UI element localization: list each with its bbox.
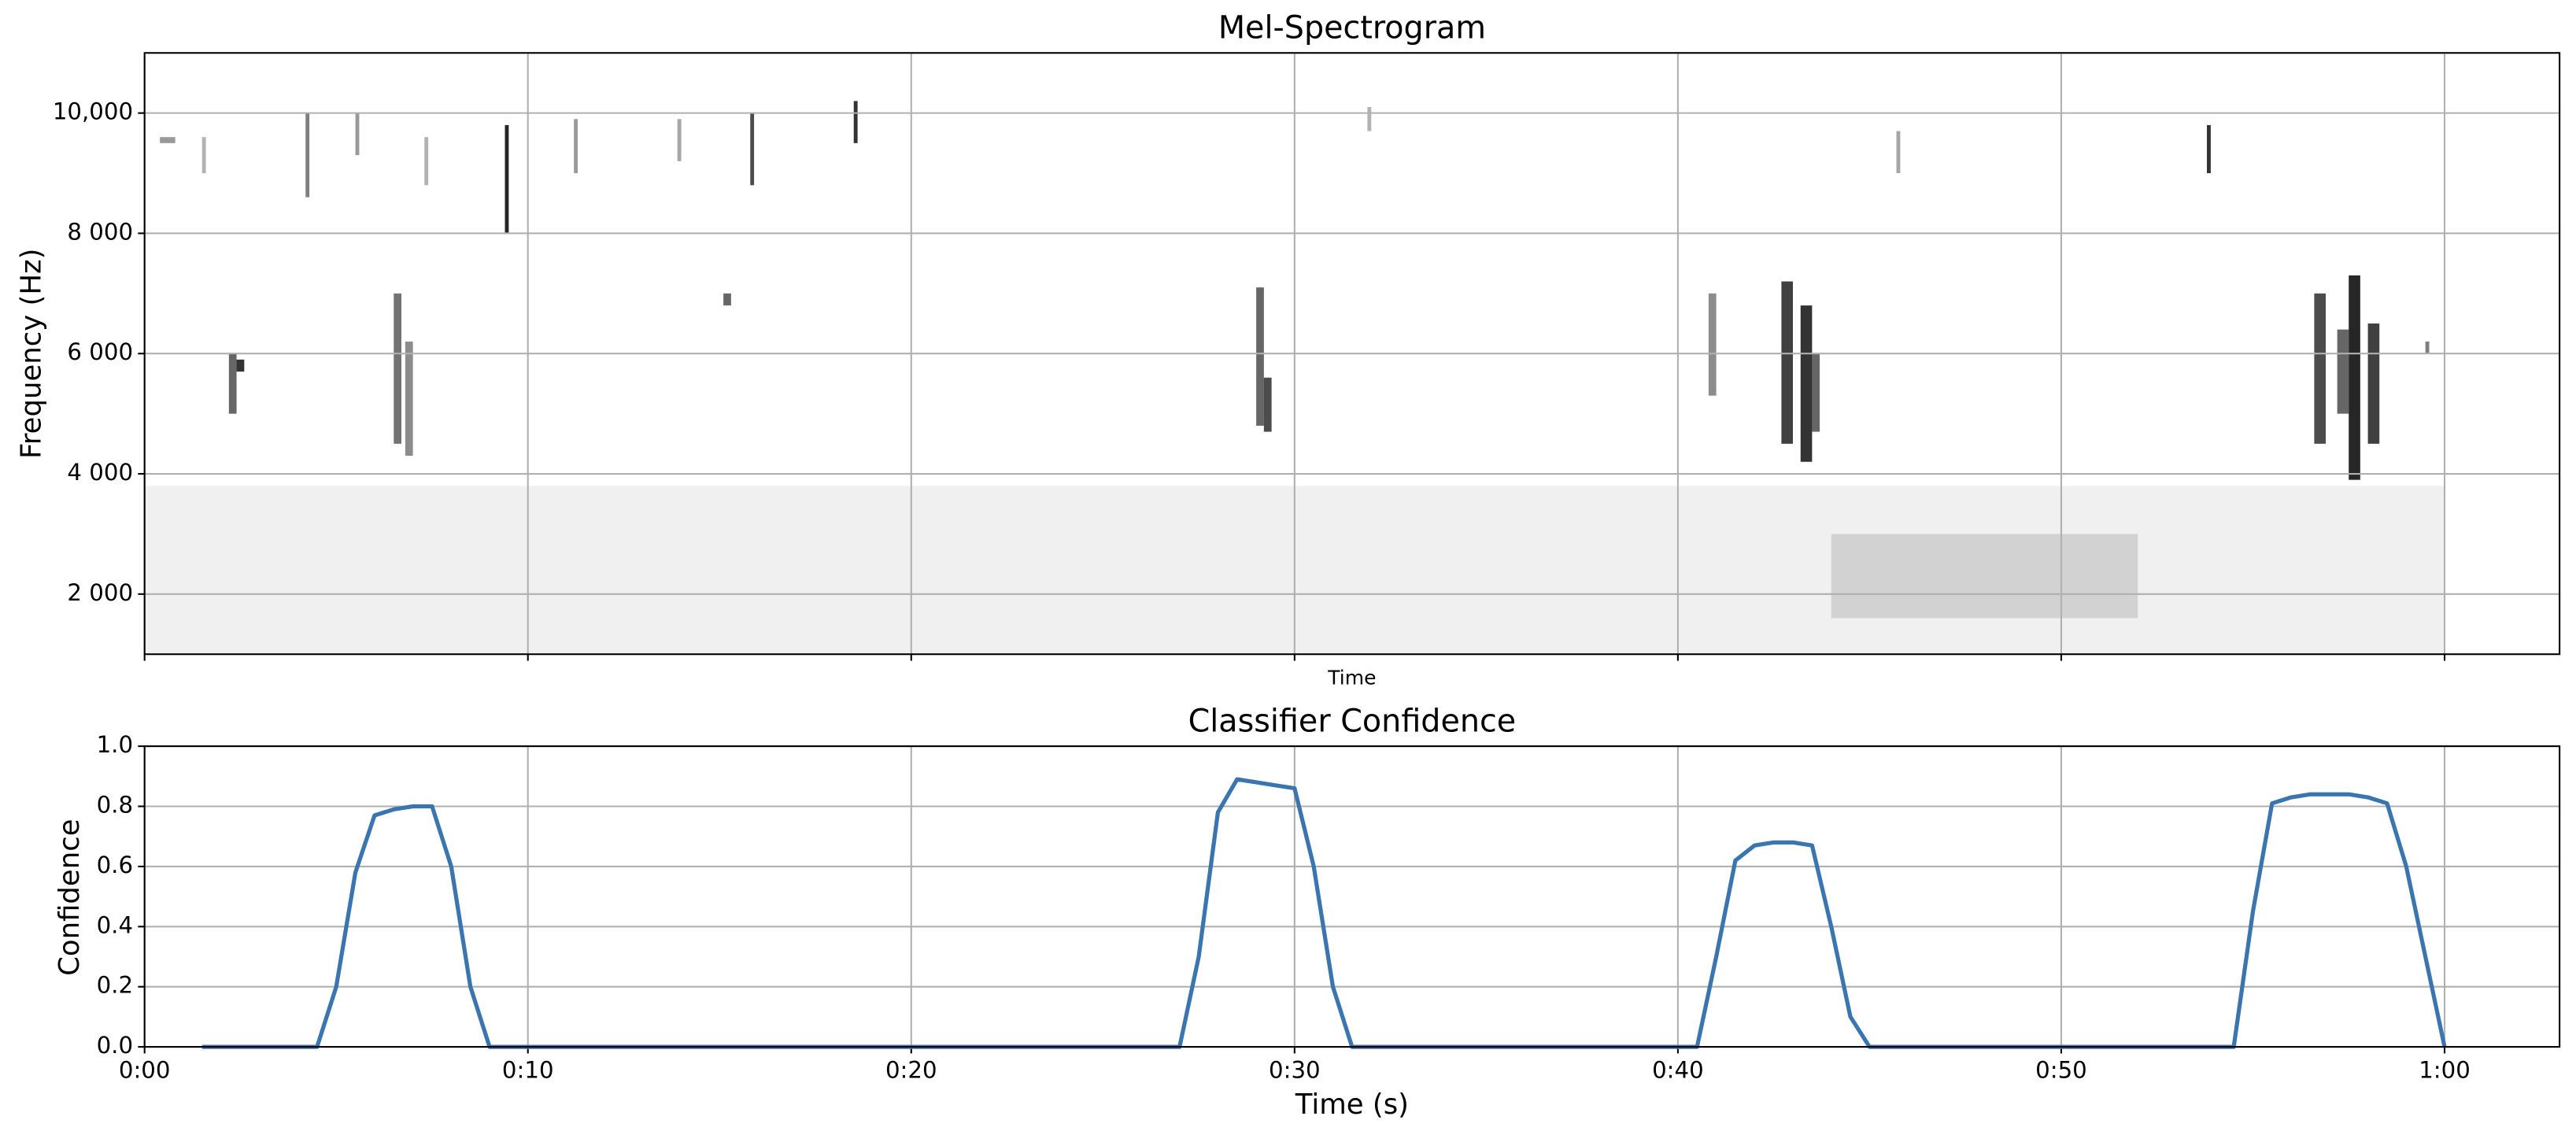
plot-frame <box>143 52 2561 656</box>
spectro-cell <box>424 137 429 186</box>
x-tick-label: 1:00 <box>2419 1056 2471 1083</box>
y-tick-label: 0.6 <box>97 852 133 878</box>
spectro-cell <box>1812 353 1820 432</box>
x-tick-label: 0:50 <box>2035 1056 2087 1083</box>
spectro-cell <box>677 119 682 161</box>
x-axis-label: Time (s) <box>1295 1088 1409 1121</box>
line <box>201 777 2447 1049</box>
y-axis-label: Frequency (Hz) <box>16 248 48 458</box>
y-tick-label: 1.0 <box>97 731 133 758</box>
spectro-cell <box>2337 329 2349 414</box>
spectro-cell <box>504 124 509 234</box>
spectro-cell <box>1263 377 1272 432</box>
plot-frame <box>143 745 2561 1048</box>
chart-title: Classifier Confidence <box>1188 703 1517 739</box>
spectro-cell <box>394 293 402 444</box>
x-tick-label: 0:40 <box>1652 1056 1704 1083</box>
spectro-cell <box>405 341 413 456</box>
spectro-cell <box>201 137 206 174</box>
spectro-cell <box>236 359 245 372</box>
spectro-cell <box>1708 293 1717 396</box>
spectro-cell <box>160 137 176 143</box>
spectro-cell <box>574 119 578 174</box>
spectro-cell <box>2425 341 2430 354</box>
spectro-cell <box>2314 293 2327 444</box>
spectro-cell <box>1896 131 1901 174</box>
spectro-cell <box>853 101 858 143</box>
chart-title: Mel-Spectrogram <box>1218 10 1486 46</box>
spectro-cell <box>2207 124 2211 174</box>
x-axis-label: Time <box>1327 667 1376 689</box>
spectro-cell <box>355 113 360 156</box>
spectro-cell <box>2349 275 2360 480</box>
spectro-cell <box>2367 323 2380 444</box>
y-tick-label: 0.0 <box>97 1032 133 1059</box>
spectro-cell <box>228 353 237 414</box>
spectro-cell <box>1367 106 1372 131</box>
y-tick-label: 0.8 <box>97 792 133 819</box>
spectro-cell <box>305 113 310 198</box>
spectro-cell <box>1256 287 1264 426</box>
spectro-cell <box>1781 281 1794 444</box>
y-tick-label: 8 000 <box>67 218 133 245</box>
spectro-cell <box>1831 534 2138 619</box>
y-tick-label: 6 000 <box>67 338 133 365</box>
spectro-cell <box>723 293 731 306</box>
x-tick-label: 0:20 <box>885 1056 937 1083</box>
y-tick-label: 2 000 <box>67 579 133 606</box>
y-tick-label: 10,000 <box>53 98 133 125</box>
spectro-cell <box>1800 305 1813 462</box>
y-tick-label: 0.4 <box>97 911 133 938</box>
spectro-cell <box>750 113 755 186</box>
x-tick-label: 0:30 <box>1269 1056 1321 1083</box>
y-tick-label: 0.2 <box>97 972 133 999</box>
y-axis-label: Confidence <box>54 819 86 975</box>
y-tick-label: 4 000 <box>67 459 133 486</box>
x-tick-label: 0:10 <box>502 1056 554 1083</box>
x-tick-label: 0:00 <box>119 1056 171 1083</box>
